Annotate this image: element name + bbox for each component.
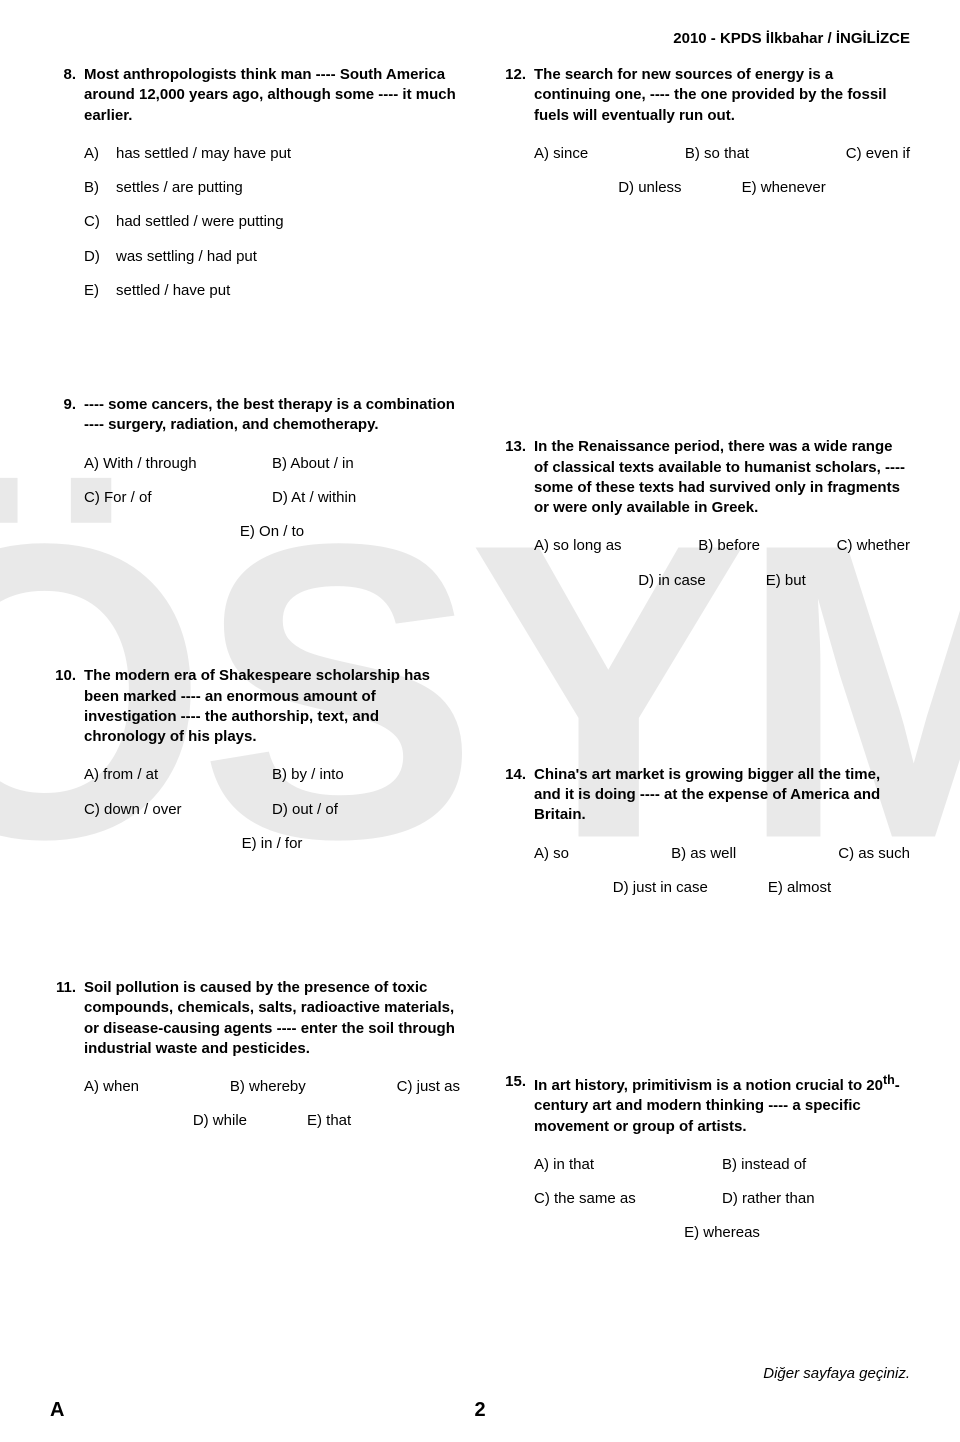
q8-options: A) has settled / may have put B) settles /… [84,144,460,301]
q13-opt-b: B) before [698,536,760,556]
question-12: 12. The search for new sources of energy… [500,65,910,212]
question-10: 10. The modern era of Shakespeare schola… [50,666,460,868]
q11-text: Soil pollution is caused by the presence… [84,979,455,1057]
q11-opt-c: C) just as [397,1077,460,1097]
next-page-note: Diğer sayfaya geçiniz. [763,1365,910,1382]
q14-opt-a: A) so [534,844,569,864]
q8-opt-a-text: has settled / may have put [116,144,291,164]
q8-opt-c-letter: C) [84,212,104,232]
q15-opt-d: D) rather than [722,1189,815,1209]
q13-text: In the Renaissance period, there was a w… [534,438,905,516]
q9-opt-d: D) At / within [272,488,356,508]
question-8: 8. Most anthropologists think man ---- S… [50,65,460,315]
q10-opt-d: D) out / of [272,800,338,820]
q14-options: A) so B) as well C) as such D) just in cas… [534,844,910,899]
right-column: 12. The search for new sources of energy… [500,65,910,1278]
q14-opt-c: C) as such [838,844,910,864]
q12-options: A) since B) so that C) even if D) unless E)… [534,144,910,199]
q12-opt-e: E) whenever [742,178,826,198]
q11-opt-a: A) when [84,1077,139,1097]
q13-opt-c: C) whether [837,536,910,556]
q10-number: 10. [50,666,76,868]
q9-opt-b: B) About / in [272,454,354,474]
exam-header: 2010 - KPDS İlkbahar / İNGİLİZCE [50,30,910,47]
q11-number: 11. [50,978,76,1146]
q15-options: A) in thatB) instead of C) the same asD)… [534,1155,910,1244]
q14-opt-b: B) as well [671,844,736,864]
q14-opt-e: E) almost [768,878,831,898]
q10-opt-a: A) from / at [84,765,272,785]
booklet-letter: A [50,1399,64,1422]
q8-opt-c-text: had settled / were putting [116,212,284,232]
question-13: 13. In the Renaissance period, there was… [500,437,910,605]
q10-opt-c: C) down / over [84,800,272,820]
q15-opt-c: C) the same as [534,1189,722,1209]
q12-text: The search for new sources of energy is … [534,66,887,124]
q12-opt-c: C) even if [846,144,910,164]
q12-opt-a: A) since [534,144,588,164]
q8-text: Most anthropologists think man ---- Sout… [84,66,456,124]
q12-number: 12. [500,65,526,212]
q14-text: China's art market is growing bigger all… [534,766,880,824]
q9-text: ---- some cancers, the best therapy is a… [84,396,455,433]
q15-number: 15. [500,1072,526,1258]
q14-opt-d: D) just in case [613,878,708,898]
q11-opt-d: D) while [193,1111,247,1131]
q15-text: In art history, primitivism is a notion … [534,1077,900,1135]
q13-opt-e: E) but [766,571,806,591]
q15-opt-e: E) whereas [684,1223,760,1243]
q11-options: A) when B) whereby C) just as D) while E) t… [84,1077,460,1132]
q15-opt-a: A) in that [534,1155,722,1175]
q10-opt-e: E) in / for [242,834,303,854]
q13-opt-d: D) in case [638,571,706,591]
q13-number: 13. [500,437,526,605]
q9-opt-a: A) With / through [84,454,272,474]
question-9: 9. ---- some cancers, the best therapy i… [50,395,460,556]
left-column: 8. Most anthropologists think man ---- S… [50,65,460,1278]
q8-opt-b-letter: B) [84,178,104,198]
q15-opt-b: B) instead of [722,1155,806,1175]
q8-opt-e-text: settled / have put [116,281,230,301]
question-11: 11. Soil pollution is caused by the pres… [50,978,460,1146]
q8-number: 8. [50,65,76,315]
question-14: 14. China's art market is growing bigger… [500,765,910,912]
content-columns: 8. Most anthropologists think man ---- S… [50,65,910,1278]
q8-opt-a-letter: A) [84,144,104,164]
q11-opt-b: B) whereby [230,1077,306,1097]
q8-opt-d-letter: D) [84,247,104,267]
q12-opt-b: B) so that [685,144,749,164]
q13-options: A) so long as B) before C) whether D) in c… [534,536,910,591]
q8-opt-d-text: was settling / had put [116,247,257,267]
q8-opt-b-text: settles / are putting [116,178,243,198]
q10-text: The modern era of Shakespeare scholarshi… [84,667,430,745]
q9-opt-c: C) For / of [84,488,272,508]
q9-opt-e: E) On / to [240,522,304,542]
q11-opt-e: E) that [307,1111,351,1131]
q9-options: A) With / throughB) About / in C) For / … [84,454,460,543]
question-15: 15. In art history, primitivism is a not… [500,1072,910,1258]
q10-options: A) from / atB) by / into C) down / overD… [84,765,460,854]
q12-opt-d: D) unless [618,178,681,198]
q13-opt-a: A) so long as [534,536,622,556]
q14-number: 14. [500,765,526,912]
q10-opt-b: B) by / into [272,765,344,785]
q8-opt-e-letter: E) [84,281,104,301]
q9-number: 9. [50,395,76,556]
page-number: 2 [474,1399,485,1422]
